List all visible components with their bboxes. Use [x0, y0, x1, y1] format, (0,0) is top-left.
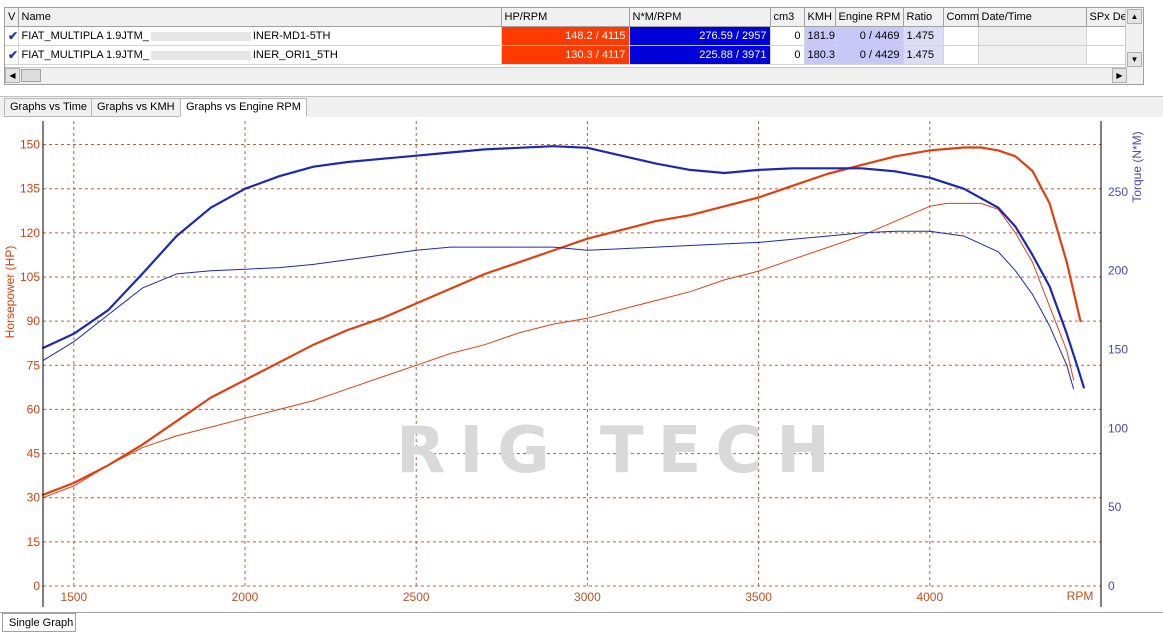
- cm3-value: 0: [770, 26, 805, 46]
- hp-value: 130.3 / 4117: [501, 45, 630, 65]
- runs-table: V Name HP/RPM N*M/RPM cm3 KMH Engine RPM…: [5, 8, 1126, 65]
- y-right-tick-label: 200: [1108, 264, 1128, 278]
- col-header-engine-rpm[interactable]: Engine RPM: [835, 8, 904, 27]
- plot-area: [43, 121, 1101, 607]
- bottom-divider: [0, 612, 1163, 613]
- x-tick-label: 2000: [232, 590, 259, 604]
- y-left-tick-label: 120: [20, 226, 40, 240]
- cm3-value: 0: [770, 45, 805, 65]
- redacted-text: [150, 50, 251, 60]
- y-left-axis-ticks: 0 15 30 45 60 75 90 105 120 135 150: [20, 138, 40, 593]
- y-left-tick-label: 105: [20, 270, 40, 284]
- table-row[interactable]: ✔ FIAT_MULTIPLA 1.9JTM_ INER_ORI1_5TH 130…: [5, 45, 1126, 65]
- table-header-row: V Name HP/RPM N*M/RPM cm3 KMH Engine RPM…: [5, 8, 1126, 27]
- comm-value: [943, 26, 979, 46]
- torque-curve-stock: [42, 230, 1075, 390]
- x-tick-label: 2500: [403, 590, 430, 604]
- arrow-down-icon[interactable]: ▼: [1127, 52, 1142, 67]
- dyno-chart: RIG TECH 1500 2000 2500 3000 3500 4000 015304…: [3, 121, 1144, 607]
- datetime-value: [978, 26, 1087, 46]
- kmh-value: 181.9: [804, 26, 836, 46]
- hp-curve-stock: [42, 202, 1075, 499]
- graph-tabs: Graphs vs Time Graphs vs KMH Graphs vs E…: [0, 96, 1163, 117]
- hp-value: 148.2 / 4115: [501, 26, 630, 46]
- engine-rpm-value: 0 / 4469: [835, 26, 904, 46]
- run-name: FIAT_MULTIPLA 1.9JTM_ INER-MD1-5TH: [18, 26, 502, 46]
- y-left-tick-label: 75: [27, 358, 41, 372]
- y-right-tick-label: 50: [1108, 500, 1122, 514]
- y-left-tick-label: 135: [20, 182, 40, 196]
- x-axis-ticks: 1500 2000 2500 3000 3500 4000: [60, 590, 943, 604]
- y-right-tick-label: 250: [1108, 185, 1128, 199]
- chart-series: [41, 145, 1086, 499]
- arrow-up-icon[interactable]: ▲: [1127, 9, 1142, 24]
- torque-value: 276.59 / 2957: [629, 26, 771, 46]
- horizontal-scroll-thumb[interactable]: [21, 69, 41, 82]
- col-header-torque[interactable]: N*M/RPM: [629, 8, 771, 27]
- y-right-axis-label: Torque (N*M): [1130, 131, 1144, 202]
- y-right-tick-label: 150: [1108, 343, 1128, 357]
- y-left-axis-label: Horsepower (HP): [3, 246, 17, 339]
- table-row[interactable]: ✔ FIAT_MULTIPLA 1.9JTM_ INER-MD1-5TH 148.…: [5, 26, 1126, 46]
- col-header-hp[interactable]: HP/RPM: [501, 8, 630, 27]
- col-header-visible[interactable]: V: [5, 8, 19, 27]
- tab-single-graph[interactable]: Single Graph: [2, 613, 76, 632]
- hp-curve-tuned: [41, 146, 1082, 496]
- row-visible-checkbox[interactable]: ✔: [5, 45, 19, 65]
- x-tick-label: 1500: [60, 590, 87, 604]
- redacted-text: [150, 31, 251, 41]
- ratio-value: 1.475: [903, 45, 944, 65]
- col-header-name[interactable]: Name: [18, 8, 502, 27]
- spx-value: [1086, 45, 1126, 65]
- x-tick-label: 3500: [745, 590, 772, 604]
- col-header-ratio[interactable]: Ratio: [903, 8, 944, 27]
- col-header-cm3[interactable]: cm3: [770, 8, 805, 27]
- tab-graphs-vs-time[interactable]: Graphs vs Time: [4, 98, 94, 117]
- tab-graphs-vs-engine-rpm[interactable]: Graphs vs Engine RPM: [180, 98, 307, 117]
- x-tick-label: 3000: [574, 590, 601, 604]
- y-left-tick-label: 45: [27, 447, 41, 461]
- y-left-tick-label: 150: [20, 138, 40, 152]
- col-header-kmh[interactable]: KMH: [804, 8, 836, 27]
- row-visible-checkbox[interactable]: ✔: [5, 26, 19, 46]
- arrow-right-icon[interactable]: ▶: [1112, 68, 1127, 83]
- torque-curve-tuned: [41, 145, 1086, 389]
- kmh-value: 180.3: [804, 45, 836, 65]
- watermark-logo: RIG TECH: [396, 414, 844, 488]
- torque-value: 225.88 / 3971: [629, 45, 771, 65]
- col-header-datetime[interactable]: Date/Time: [978, 8, 1087, 27]
- x-tick-label: 4000: [916, 590, 943, 604]
- y-left-tick-label: 0: [33, 579, 40, 593]
- x-axis-label: RPM: [1067, 589, 1094, 603]
- tab-graphs-vs-kmh[interactable]: Graphs vs KMH: [91, 98, 181, 117]
- comm-value: [943, 45, 979, 65]
- runs-grid: V Name HP/RPM N*M/RPM cm3 KMH Engine RPM…: [4, 7, 1144, 85]
- watermark-text: RIG TECH: [396, 414, 844, 488]
- ratio-value: 1.475: [903, 26, 944, 46]
- col-header-comm[interactable]: Comm: [943, 8, 979, 27]
- engine-rpm-value: 0 / 4429: [835, 45, 904, 65]
- y-left-tick-label: 60: [27, 402, 41, 416]
- datetime-value: [978, 45, 1087, 65]
- vertical-scrollbar[interactable]: ▲ ▼: [1125, 8, 1143, 84]
- horizontal-scrollbar[interactable]: ◀ ▶: [5, 67, 1127, 84]
- checkmark-icon[interactable]: ✔: [8, 48, 18, 62]
- checkmark-icon[interactable]: ✔: [8, 29, 18, 43]
- y-right-tick-label: 100: [1108, 421, 1128, 435]
- y-left-tick-label: 15: [27, 535, 41, 549]
- arrow-left-icon[interactable]: ◀: [5, 68, 20, 83]
- y-left-tick-label: 90: [27, 314, 41, 328]
- y-right-tick-label: 0: [1108, 579, 1115, 593]
- y-right-axis-ticks: 0 50 100 150 200 250: [1108, 185, 1128, 593]
- spx-value: [1086, 26, 1126, 46]
- col-header-spx[interactable]: SPx De: [1086, 8, 1126, 27]
- y-left-tick-label: 30: [27, 491, 41, 505]
- run-name: FIAT_MULTIPLA 1.9JTM_ INER_ORI1_5TH: [18, 45, 502, 65]
